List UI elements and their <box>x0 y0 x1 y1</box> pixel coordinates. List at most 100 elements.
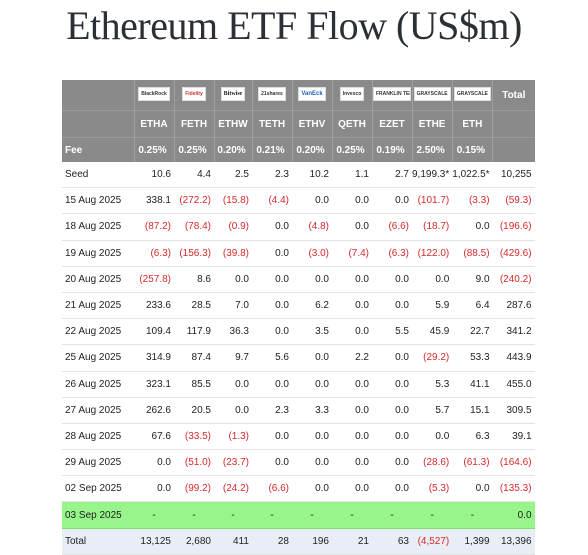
flow-cell: 0.0 <box>332 266 372 293</box>
flow-cell: 67.6 <box>134 423 174 451</box>
issuer-logo-cell: Fidelity <box>173 80 214 111</box>
flow-cell: (6.6) <box>372 213 412 241</box>
header-corner <box>62 80 134 111</box>
ticker-header: EZET <box>371 110 412 138</box>
flow-cell: - <box>332 501 372 529</box>
total-header: Total <box>492 80 535 111</box>
flow-cell: 0.0 <box>332 449 372 477</box>
row-label: 21 Aug 2025 <box>62 292 134 320</box>
row-label: Seed <box>62 162 134 189</box>
flow-cell: 0.0 <box>292 187 332 215</box>
flow-cell: 0.0 <box>214 266 252 293</box>
table-row: 15 Aug 2025 338.1 (272.2) (15.8) (4.4) 0.0 0.0… <box>62 187 535 215</box>
flow-cell: 0.0 <box>332 423 372 451</box>
issuer-logo-cell: 21shares <box>251 80 292 111</box>
flow-cell: (88.5) <box>452 240 493 267</box>
header-corner <box>62 110 134 138</box>
flow-cell: 5.7 <box>412 397 453 424</box>
flow-cell: 2.5 <box>214 162 252 189</box>
flow-cell: 0.0 <box>252 240 292 267</box>
flow-cell: 53.3 <box>452 344 493 372</box>
fee-row: Fee 0.25% 0.25% 0.20% 0.21% 0.20% 0.25% 0.19% 2.… <box>62 137 535 162</box>
flow-cell: 3.5 <box>292 318 332 346</box>
flow-cell: 10.2 <box>292 162 332 189</box>
flow-cell: 0.0 <box>372 475 412 503</box>
flow-cell: 9,199.3* <box>412 162 453 189</box>
row-label: 27 Aug 2025 <box>62 397 134 424</box>
flow-cell: 2.3 <box>252 397 292 424</box>
ticker-header: ETHW <box>213 110 252 138</box>
flow-cell: 5.5 <box>372 318 412 346</box>
flow-cell: (39.8) <box>214 240 252 267</box>
fee-value: 0.19% <box>371 137 412 162</box>
flow-cell: 0.0 <box>332 187 372 215</box>
flow-cell: (5.3) <box>412 475 453 503</box>
flow-cell: 5.9 <box>412 292 453 320</box>
flow-cell: 0.0 <box>292 475 332 503</box>
flow-cell: 0.0 <box>372 397 412 424</box>
row-label: Total <box>62 528 134 555</box>
flow-cell: (4,527) <box>412 528 453 555</box>
flow-cell: 233.6 <box>134 292 174 320</box>
table-row: 22 Aug 2025 109.4 117.9 36.3 0.0 3.5 0.0 5.5 45.… <box>62 318 535 346</box>
flow-cell: - <box>292 501 332 529</box>
flow-cell: 5.3 <box>412 371 453 398</box>
table-row: 20 Aug 2025 (257.8) 8.6 0.0 0.0 0.0 0.0 0.0 0.0 9… <box>62 266 535 293</box>
flow-cell: (15.8) <box>214 187 252 215</box>
row-label: 20 Aug 2025 <box>62 266 134 293</box>
flow-cell: - <box>452 501 493 529</box>
issuer-logo-cell: GRAYSCALE <box>411 80 453 111</box>
issuer-logo-cell: VanEck <box>291 80 332 111</box>
table-row: 27 Aug 2025 262.6 20.5 0.0 2.3 3.3 0.0 0.0 5.7 15… <box>62 397 535 424</box>
row-total: 13,396 <box>492 528 535 555</box>
flow-cell: (78.4) <box>174 213 214 241</box>
flow-cell: 0.0 <box>412 423 453 451</box>
row-label: 22 Aug 2025 <box>62 318 134 346</box>
flow-cell: (6.3) <box>134 240 174 267</box>
ticker-header: ETHV <box>291 110 332 138</box>
flow-cell: 0.0 <box>292 449 332 477</box>
flow-cell: - <box>174 501 214 529</box>
flow-cell: (6.6) <box>252 475 292 503</box>
flow-cell: 0.0 <box>134 449 174 477</box>
etf-flow-table: BlackRock Fidelity Bitwise 21shares VanEck In… <box>62 80 535 555</box>
fee-value: 2.50% <box>411 137 453 162</box>
fee-value: 0.15% <box>451 137 493 162</box>
row-total: 287.6 <box>492 292 535 320</box>
flow-cell: - <box>214 501 252 529</box>
table-row: 26 Aug 2025 323.1 85.5 0.0 0.0 0.0 0.0 0.0 5.3 41… <box>62 371 535 398</box>
flow-cell: 109.4 <box>134 318 174 346</box>
flow-cell: 0.0 <box>412 266 453 293</box>
flow-cell: 0.0 <box>292 344 332 372</box>
flow-cell: 0.0 <box>252 292 292 320</box>
ticker-header-row: ETHA FETH ETHW TETH ETHV QETH EZET ETHE ETH <box>62 110 535 138</box>
flow-cell: 21 <box>332 528 372 555</box>
flow-cell: (0.9) <box>214 213 252 241</box>
issuer-logo: Bitwise <box>220 86 246 101</box>
row-label: 26 Aug 2025 <box>62 371 134 398</box>
flow-cell: 10.6 <box>134 162 174 189</box>
flow-cell: 117.9 <box>174 318 214 346</box>
flow-cell: (4.8) <box>292 213 332 241</box>
table-row: 25 Aug 2025 314.9 87.4 9.7 5.6 0.0 2.2 0.0 (29.2… <box>62 344 535 372</box>
flow-cell: 0.0 <box>292 371 332 398</box>
row-total: 443.9 <box>492 344 535 372</box>
row-label: 28 Aug 2025 <box>62 423 134 451</box>
row-total: (240.2) <box>492 266 535 293</box>
ticker-header: ETHE <box>411 110 453 138</box>
flow-cell: 0.0 <box>252 213 292 241</box>
page-title: Ethereum ETF Flow (US$m) <box>66 3 522 48</box>
flow-cell: 85.5 <box>174 371 214 398</box>
flow-cell: (156.3) <box>174 240 214 267</box>
flow-cell: (18.7) <box>412 213 453 241</box>
flow-cell: (6.3) <box>372 240 412 267</box>
flow-cell: 0.0 <box>372 187 412 215</box>
flow-cell: 262.6 <box>134 397 174 424</box>
flow-cell: 0.0 <box>332 292 372 320</box>
flow-cell: (61.3) <box>452 449 493 477</box>
row-total: 455.0 <box>492 371 535 398</box>
flow-cell: 13,125 <box>134 528 174 555</box>
flow-cell: 22.7 <box>452 318 493 346</box>
row-total: (196.6) <box>492 213 535 241</box>
flow-cell: (87.2) <box>134 213 174 241</box>
